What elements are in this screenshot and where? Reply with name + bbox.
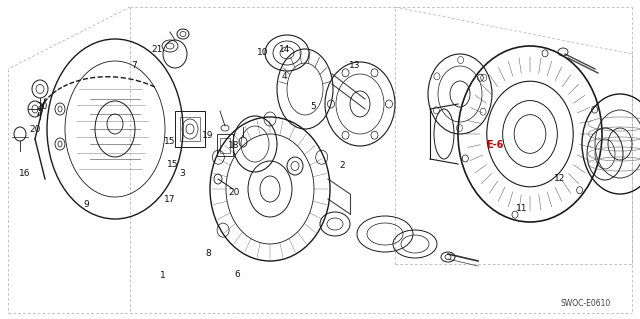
Text: 14: 14 <box>279 45 291 54</box>
Text: 7: 7 <box>132 61 137 70</box>
Text: 12: 12 <box>554 174 566 183</box>
Text: 4: 4 <box>282 72 287 81</box>
Text: 18: 18 <box>228 141 239 150</box>
Text: 17: 17 <box>164 195 175 204</box>
Bar <box>220 138 230 153</box>
Text: 13: 13 <box>349 61 361 70</box>
Text: SWOC-E0610: SWOC-E0610 <box>561 299 611 308</box>
Text: 9: 9 <box>84 200 89 209</box>
Text: 20: 20 <box>36 102 47 111</box>
Text: 15: 15 <box>167 160 179 169</box>
Bar <box>175 111 205 147</box>
Text: E-6: E-6 <box>486 140 504 150</box>
Text: 11: 11 <box>516 204 527 213</box>
Text: 8: 8 <box>205 249 211 258</box>
Text: 20: 20 <box>29 125 41 134</box>
Text: 21: 21 <box>151 45 163 54</box>
Bar <box>180 117 200 141</box>
Text: 10: 10 <box>257 48 268 57</box>
Text: 6: 6 <box>234 270 239 279</box>
Text: 16: 16 <box>19 169 30 178</box>
Text: 2: 2 <box>340 161 345 170</box>
Text: 1: 1 <box>161 271 166 280</box>
Text: 19: 19 <box>202 131 214 140</box>
Bar <box>217 134 233 156</box>
Text: 15: 15 <box>164 137 175 146</box>
Text: 3: 3 <box>180 169 185 178</box>
Text: 20: 20 <box>228 189 239 197</box>
Text: 5: 5 <box>311 102 316 111</box>
